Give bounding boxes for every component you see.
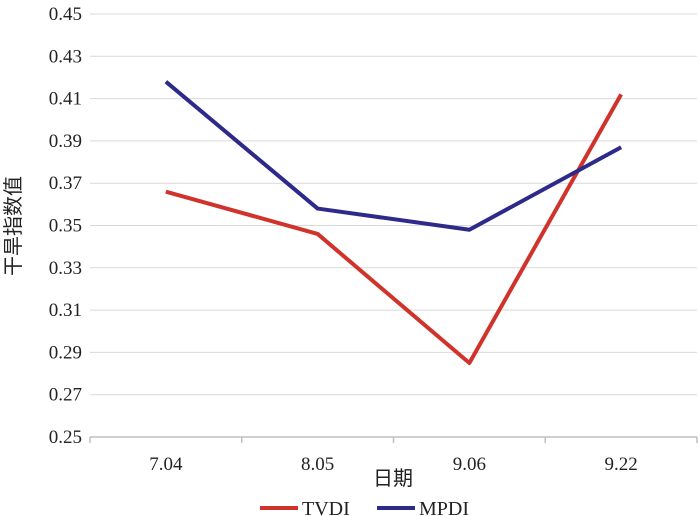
y-tick-label: 0.25	[49, 427, 82, 448]
series-lines	[164, 80, 623, 365]
x-tick-label: 9.22	[605, 454, 638, 475]
y-tick-label: 0.35	[49, 216, 82, 237]
y-tick-labels: 0.25 0.27 0.29 0.31 0.33 0.35 0.37 0.39 0.41 0.43…	[49, 4, 82, 448]
x-tick-label: 8.05	[301, 454, 334, 475]
y-tick-label: 0.29	[49, 342, 82, 363]
y-tick-label: 0.43	[49, 46, 82, 67]
series-line-tvdi	[165, 93, 623, 365]
y-tick-label: 0.39	[49, 131, 82, 152]
legend-label-tvdi: TVDI	[302, 498, 350, 516]
x-tick-label: 7.04	[149, 454, 183, 475]
y-tick-label: 0.41	[49, 89, 82, 110]
legend-label-mpdi: MPDI	[419, 498, 469, 516]
x-axis-label: 日期	[373, 468, 413, 490]
y-tick-label: 0.27	[49, 385, 82, 406]
legend: TVDI MPDI	[260, 498, 469, 516]
gridlines	[90, 13, 697, 396]
y-tick-label: 0.33	[49, 258, 82, 279]
y-tick-label: 0.37	[49, 173, 82, 194]
y-tick-label: 0.31	[49, 300, 82, 321]
y-tick-label: 0.45	[49, 4, 82, 25]
series-line-mpdi	[164, 80, 623, 232]
x-tick-label: 9.06	[453, 454, 486, 475]
x-axis: 7.04 8.05 9.06 9.22	[89, 436, 698, 475]
y-axis-label: 干旱指数值	[2, 176, 25, 276]
